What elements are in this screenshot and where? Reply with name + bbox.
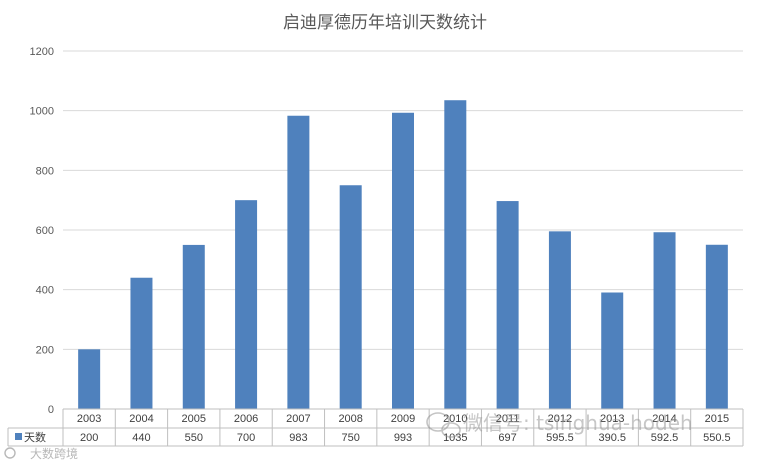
bar (601, 292, 624, 409)
bar (78, 349, 101, 409)
corner-logo-icon (4, 447, 16, 459)
data-label: 200 (80, 432, 98, 444)
x-category-label: 2009 (391, 413, 415, 425)
y-axis-ticks: 0 200 400 600 800 1000 1200 (30, 46, 54, 416)
x-category-label: 2011 (496, 413, 520, 425)
data-label: 1035 (443, 432, 467, 444)
chart-title: 启迪厚德历年培训天数统计 (283, 13, 487, 33)
x-category-label: 2003 (77, 413, 101, 425)
data-label: 592.5 (651, 432, 679, 444)
bar (130, 277, 153, 409)
bars (78, 100, 728, 409)
legend-label: 天数 (24, 431, 46, 444)
y-tick-label: 1200 (30, 46, 54, 58)
data-label: 440 (132, 432, 150, 444)
legend-swatch (15, 433, 22, 440)
x-category-label: 2012 (548, 413, 572, 425)
bar (392, 112, 414, 409)
x-category-label: 2005 (182, 413, 206, 425)
bar (287, 115, 310, 409)
data-label: 550.5 (703, 432, 731, 444)
watermark-text: 微信号: tsinghua-hodeh (463, 411, 693, 435)
bar (653, 232, 676, 409)
y-tick-label: 800 (36, 165, 54, 177)
data-label: 750 (342, 432, 360, 444)
x-category-label: 2007 (286, 413, 310, 425)
x-category-label: 2013 (600, 413, 624, 425)
corner-watermark-text: 大数跨境 (30, 446, 78, 461)
watermark: 微信号: tsinghua-hodeh 大数跨境 (4, 411, 693, 461)
bar (444, 100, 467, 409)
y-tick-label: 200 (36, 344, 54, 356)
wechat-icon (426, 412, 461, 438)
bar (496, 201, 519, 409)
data-label: 697 (498, 432, 516, 444)
x-category-label: 2014 (652, 413, 676, 425)
data-label: 550 (185, 432, 203, 444)
data-table: 2003 200 2004 440 2005 550 2006 700 2007 983 2008 7… (7, 408, 744, 447)
bar (548, 231, 571, 409)
x-category-label: 2008 (338, 413, 362, 425)
bar (339, 185, 362, 409)
data-label: 595.5 (546, 432, 574, 444)
x-category-label: 2006 (234, 413, 258, 425)
data-label: 700 (237, 432, 255, 444)
y-tick-label: 1000 (30, 106, 54, 118)
x-category-label: 2015 (705, 413, 729, 425)
data-label: 993 (394, 432, 412, 444)
y-tick-label: 0 (48, 404, 54, 416)
x-category-label: 2004 (129, 413, 153, 425)
data-label: 390.5 (598, 432, 626, 444)
y-tick-label: 400 (36, 285, 54, 297)
bar (705, 244, 728, 409)
bar (182, 244, 205, 409)
bar (235, 200, 258, 409)
data-label: 983 (289, 432, 307, 444)
y-tick-label: 600 (36, 225, 54, 237)
